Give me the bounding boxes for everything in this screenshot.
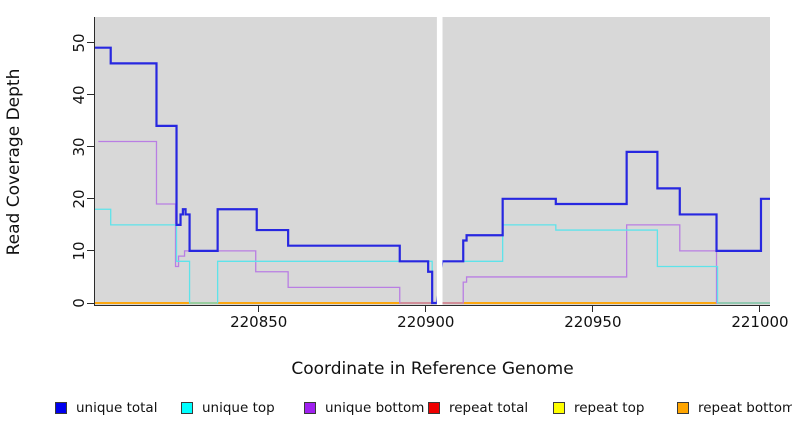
legend-swatch-icon [553, 402, 565, 414]
y-axis-title: Read Coverage Depth [4, 68, 24, 256]
legend-swatch-icon [677, 402, 689, 414]
x-tick-label: 220950 [564, 313, 622, 331]
legend-label: unique top [202, 400, 275, 416]
y-tick-mark [87, 302, 94, 304]
y-tick-mark [87, 42, 94, 43]
x-axis-title: Coordinate in Reference Genome [291, 359, 574, 379]
x-tick-label: 221000 [731, 313, 789, 331]
legend-item-repeat-bottom: repeat bottom [677, 400, 792, 416]
y-tick-mark [87, 94, 94, 96]
y-tick-label: 30 [70, 137, 88, 157]
legend-label: repeat total [449, 400, 529, 416]
legend-label: unique total [76, 400, 158, 416]
y-axis-line [94, 17, 95, 306]
y-tick-label: 40 [70, 85, 88, 105]
legend-swatch-icon [428, 402, 440, 414]
legend-item-repeat-top: repeat top [553, 400, 644, 416]
legend-swatch-icon [181, 402, 193, 414]
y-tick-mark [87, 146, 94, 148]
y-tick-label: 20 [70, 189, 88, 209]
no-data-gap-band [436, 17, 443, 305]
series-lines [95, 17, 770, 305]
x-tick-mark [425, 306, 427, 312]
plot-area [95, 17, 770, 305]
legend-item-unique-top: unique top [181, 400, 275, 416]
legend-item-repeat-total: repeat total [428, 400, 528, 416]
y-tick-mark [87, 198, 94, 200]
y-tick-label: 50 [70, 32, 88, 53]
x-tick-mark [759, 306, 761, 312]
series-line-unique-bottom [98, 140, 770, 304]
y-tick-label: 10 [70, 241, 88, 261]
x-tick-label: 220900 [397, 313, 455, 331]
x-tick-mark [592, 306, 594, 312]
legend-item-unique-bottom: unique bottom [304, 400, 424, 416]
legend-item-unique-total: unique total [55, 400, 157, 416]
legend-label: repeat top [574, 400, 645, 416]
legend-label: repeat bottom [698, 400, 792, 416]
x-tick-mark [258, 306, 260, 312]
legend-swatch-icon [304, 402, 316, 414]
x-tick-label: 220850 [230, 313, 288, 331]
legend-label: unique bottom [325, 400, 425, 416]
y-tick-mark [87, 250, 94, 252]
x-axis-line [94, 305, 770, 306]
legend-swatch-icon [55, 402, 67, 414]
y-tick-label: 0 [70, 298, 88, 308]
series-line-unique-total [95, 46, 770, 305]
